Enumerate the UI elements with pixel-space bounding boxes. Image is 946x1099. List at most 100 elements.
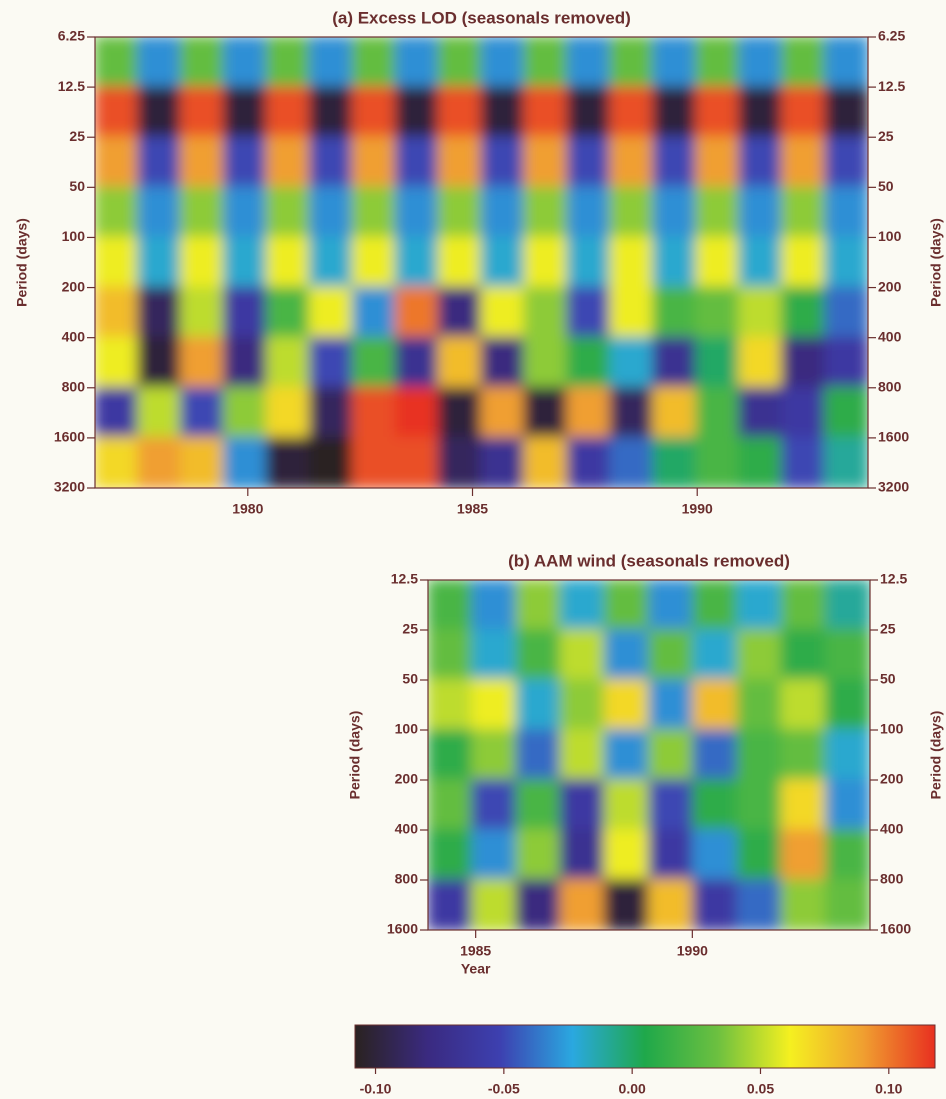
heat-cell [652, 236, 698, 289]
heat-cell [471, 629, 518, 681]
heat-cell [780, 629, 827, 681]
x-tick-label: 1980 [232, 501, 263, 517]
y-tick-label: 200 [395, 771, 419, 787]
heat-cell [437, 286, 483, 339]
heat-cell [351, 186, 397, 239]
heat-cell [308, 336, 354, 389]
heat-cell [394, 136, 440, 189]
y-tick-label-right: 6.25 [878, 28, 905, 44]
heat-cell [308, 386, 354, 439]
heat-cell [824, 629, 870, 681]
heat-cell [437, 336, 483, 389]
heat-cell [351, 436, 397, 488]
heat-cell [609, 236, 655, 289]
heat-cell [738, 236, 784, 289]
heat-cell [559, 879, 606, 930]
heat-cell [824, 236, 868, 289]
heat-cell [95, 37, 139, 89]
heat-cell [222, 37, 268, 89]
y-tick-label-right: 400 [880, 821, 904, 837]
heat-cell [523, 386, 569, 439]
heat-cell [738, 286, 784, 339]
heat-cell [648, 580, 695, 631]
heat-cell [480, 186, 526, 239]
heat-cell [692, 779, 739, 831]
heat-cell [308, 236, 354, 289]
heat-cell [351, 386, 397, 439]
y-tick-label-right: 1600 [878, 429, 909, 445]
heat-cell [566, 136, 612, 189]
heat-cell [523, 336, 569, 389]
heat-cell [523, 186, 569, 239]
heat-cell [609, 436, 655, 488]
heat-cell [480, 236, 526, 289]
heat-cell [781, 37, 827, 89]
heat-cell [428, 829, 474, 881]
chart-title: (a) Excess LOD (seasonals removed) [332, 8, 631, 27]
heat-cell [648, 779, 695, 831]
heat-cell [394, 186, 440, 239]
heat-cell [515, 729, 562, 781]
heat-cell [780, 879, 827, 930]
heat-cell [136, 136, 182, 189]
heat-cell [824, 86, 868, 139]
heat-cell [308, 186, 354, 239]
heat-cell [559, 679, 606, 731]
heat-cell [437, 37, 483, 89]
y-tick-label-right: 800 [880, 871, 904, 887]
heat-cell [179, 136, 225, 189]
heat-cell [265, 286, 311, 339]
heat-cell [351, 336, 397, 389]
heat-cell [648, 629, 695, 681]
heat-cell [136, 37, 182, 89]
heat-cell [95, 386, 139, 439]
heat-cell [480, 86, 526, 139]
heat-cell [136, 386, 182, 439]
heat-cell [695, 386, 741, 439]
heat-cell [222, 136, 268, 189]
heat-cell [695, 37, 741, 89]
x-tick-label: 1990 [677, 943, 708, 959]
y-tick-label: 50 [69, 178, 85, 194]
heat-cell [179, 386, 225, 439]
heat-cell [824, 386, 868, 439]
heat-cell [351, 236, 397, 289]
heat-cell [824, 37, 868, 89]
heat-cell [308, 37, 354, 89]
heat-cell [559, 729, 606, 781]
y-tick-label-right: 12.5 [878, 78, 905, 94]
heat-cell [428, 580, 474, 631]
heat-cell [559, 779, 606, 831]
heat-cell [179, 186, 225, 239]
heat-cell [648, 829, 695, 881]
heat-cell [437, 436, 483, 488]
heat-cell [824, 186, 868, 239]
heat-cell [603, 580, 650, 631]
heat-cell [736, 629, 783, 681]
heat-cell [394, 86, 440, 139]
heat-cell [136, 86, 182, 139]
colorbar-tick-label: 0.05 [747, 1081, 774, 1097]
y-tick-label-right: 12.5 [880, 571, 907, 587]
heat-cell [695, 186, 741, 239]
heat-cell [609, 136, 655, 189]
heat-cell [394, 336, 440, 389]
heat-cell [471, 580, 518, 631]
heatmap-cells [428, 580, 870, 930]
heat-cell [428, 729, 474, 781]
plot-frame [427, 579, 871, 931]
heat-cell [480, 386, 526, 439]
heat-cell [222, 86, 268, 139]
heat-cell [824, 679, 870, 731]
heat-cell [471, 879, 518, 930]
heat-cell [652, 37, 698, 89]
heat-cell [781, 386, 827, 439]
heat-cell [265, 86, 311, 139]
heat-cell [265, 136, 311, 189]
heat-cell [736, 829, 783, 881]
heat-cell [471, 829, 518, 881]
heat-cell [95, 136, 139, 189]
heat-cell [695, 236, 741, 289]
heat-cell [95, 286, 139, 339]
heat-cell [351, 286, 397, 339]
